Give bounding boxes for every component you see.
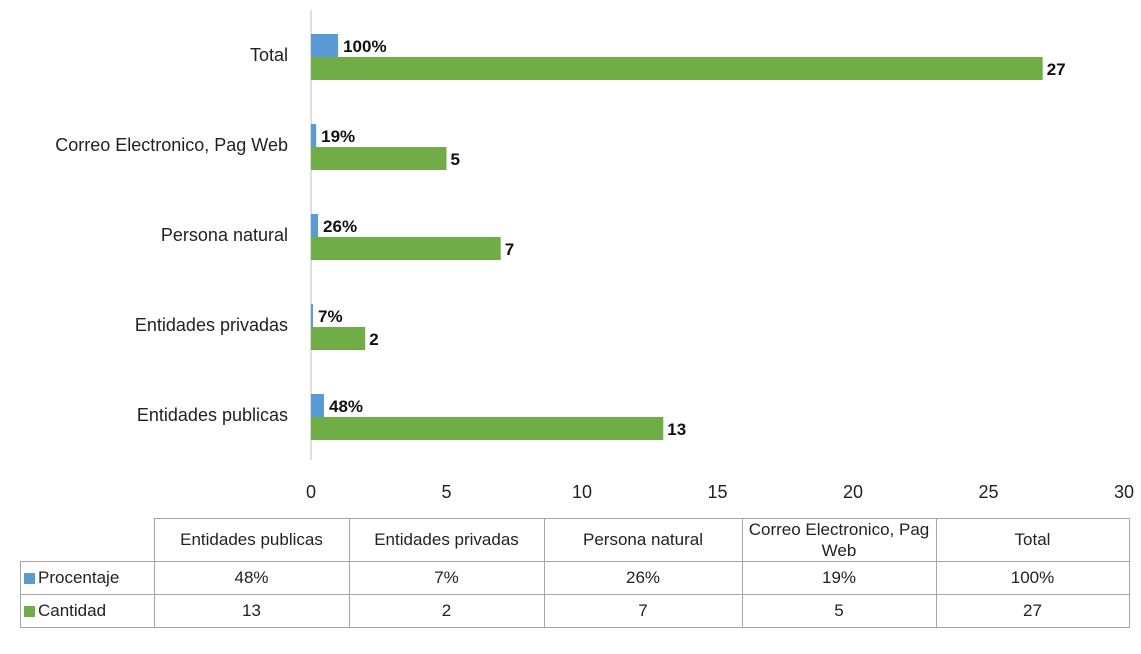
x-tick-label: 0	[306, 482, 316, 502]
data-table-header: Entidades privadas	[348, 518, 545, 562]
data-table-header: Persona natural	[543, 518, 743, 562]
cantidad-bar	[311, 417, 664, 440]
data-table-cell: 5	[741, 594, 937, 628]
data-table-row-header: Cantidad	[20, 594, 155, 628]
row-header-label: Procentaje	[38, 568, 120, 587]
data-table-row: Procentaje 48% 7% 26% 19% 100%	[20, 561, 1130, 595]
procentaje-data-label: 7%	[318, 307, 343, 326]
category-label: Entidades privadas	[135, 315, 288, 335]
data-table-cell: 27	[935, 594, 1130, 628]
category-label: Entidades publicas	[137, 405, 288, 425]
cantidad-data-label: 5	[451, 150, 460, 169]
data-table-cell: 7	[543, 594, 743, 628]
data-table-cell: 7%	[348, 561, 545, 595]
data-table-row-header: Procentaje	[20, 561, 155, 595]
category-label: Total	[250, 45, 288, 65]
data-table-header: Total	[935, 518, 1130, 562]
data-table-cell: 13	[153, 594, 350, 628]
data-table-header: Entidades publicas	[153, 518, 350, 562]
x-tick-label: 10	[572, 482, 592, 502]
data-table-cell: 26%	[543, 561, 743, 595]
data-table-cell: 48%	[153, 561, 350, 595]
procentaje-bar	[311, 124, 317, 147]
procentaje-bar	[311, 214, 319, 237]
x-tick-label: 20	[843, 482, 863, 502]
procentaje-data-label: 26%	[323, 217, 357, 236]
data-table: Entidades publicas Entidades privadas Pe…	[20, 518, 1130, 628]
procentaje-legend-swatch	[24, 573, 35, 585]
procentaje-bar	[311, 394, 325, 417]
procentaje-data-label: 19%	[321, 127, 355, 146]
category-label: Persona natural	[161, 225, 288, 245]
x-tick-label: 30	[1114, 482, 1134, 502]
procentaje-bar	[311, 304, 313, 327]
cantidad-data-label: 2	[369, 330, 378, 349]
x-tick-label: 5	[441, 482, 451, 502]
data-table-header-row: Entidades publicas Entidades privadas Pe…	[20, 518, 1130, 562]
cantidad-data-label: 27	[1047, 60, 1066, 79]
procentaje-data-label: 48%	[329, 397, 363, 416]
data-table-corner	[20, 518, 155, 562]
cantidad-data-label: 13	[667, 420, 686, 439]
cantidad-bar	[311, 147, 447, 170]
procentaje-data-label: 100%	[343, 37, 386, 56]
data-table-cell: 2	[348, 594, 545, 628]
data-table-header: Correo Electronico, Pag Web	[741, 518, 937, 562]
cantidad-bar	[311, 327, 366, 350]
data-table-row: Cantidad 13 2 7 5 27	[20, 594, 1130, 628]
cantidad-legend-swatch	[24, 606, 35, 618]
data-table-cell: 100%	[935, 561, 1130, 595]
cantidad-bar	[311, 57, 1043, 80]
procentaje-bar	[311, 34, 339, 57]
x-tick-label: 15	[707, 482, 727, 502]
category-label: Correo Electronico, Pag Web	[55, 135, 288, 155]
x-tick-label: 25	[978, 482, 998, 502]
cantidad-bar	[311, 237, 501, 260]
cantidad-data-label: 7	[505, 240, 514, 259]
row-header-label: Cantidad	[38, 601, 107, 620]
data-table-cell: 19%	[741, 561, 937, 595]
